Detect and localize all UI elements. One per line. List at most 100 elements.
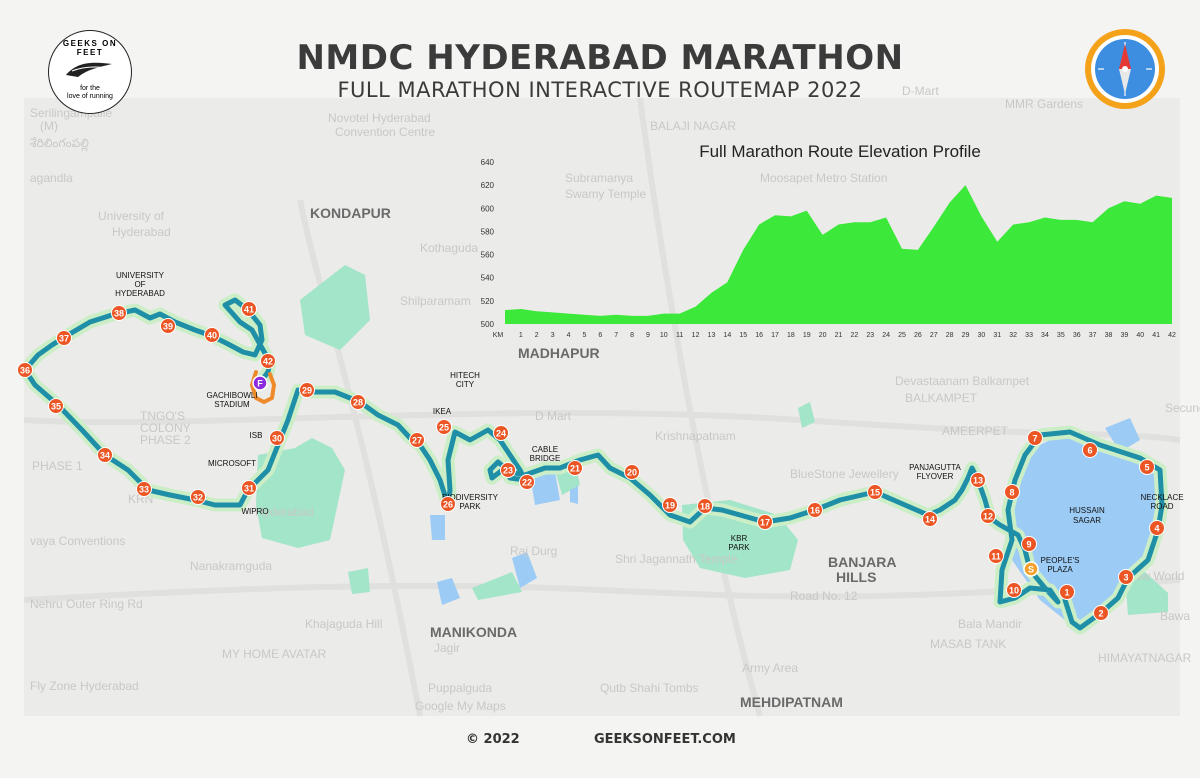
map-label: MY HOME AVATAR (222, 647, 327, 661)
km-marker-14[interactable]: 14 (922, 511, 938, 527)
map-label: BlueStone Jewellery (790, 467, 899, 481)
landmark-line: PLAZA (1047, 565, 1073, 574)
x-tick-label: 33 (1025, 332, 1033, 339)
km-marker-17[interactable]: 17 (757, 514, 773, 530)
map-label: Google My Maps (415, 699, 506, 713)
km-marker-31[interactable]: 31 (241, 480, 257, 496)
km-marker-23[interactable]: 23 (500, 462, 516, 478)
elevation-profile-chart: Full Marathon Route Elevation Profile 50… (481, 142, 1176, 339)
km-marker-18[interactable]: 18 (697, 498, 713, 514)
finish-marker[interactable]: F (252, 375, 268, 391)
km-marker-35[interactable]: 35 (48, 398, 64, 414)
y-tick-label: 560 (481, 251, 495, 260)
map-label: BALAJI NAGAR (650, 119, 736, 133)
chart-x-ticks: 1 2 3 4 5 6 7 8 9 10 11 12 13 14 15 16 17 18 19 20 21 22 23 24 2… (519, 332, 1176, 339)
map-label: vaya Conventions (30, 534, 125, 548)
km-marker-37[interactable]: 37 (56, 330, 72, 346)
km-marker-39[interactable]: 39 (160, 318, 176, 334)
km-marker-24[interactable]: 24 (493, 425, 509, 441)
km-marker-19[interactable]: 19 (662, 497, 678, 513)
x-tick-label: 11 (676, 332, 683, 339)
km-marker-25[interactable]: 25 (436, 419, 452, 435)
map-label: D-Mart (902, 84, 939, 98)
km-marker-10[interactable]: 10 (1006, 582, 1022, 598)
km-marker-22[interactable]: 22 (519, 474, 535, 490)
km-marker-label: 23 (503, 465, 513, 475)
km-marker-20[interactable]: 20 (624, 464, 640, 480)
landmark-line: NECKLACE (1140, 493, 1183, 502)
km-marker-13[interactable]: 13 (970, 472, 986, 488)
km-marker-8[interactable]: 8 (1004, 484, 1020, 500)
km-marker-16[interactable]: 16 (807, 502, 823, 518)
km-marker-38[interactable]: 38 (111, 305, 127, 321)
km-marker-label: 16 (810, 505, 820, 515)
km-marker-41[interactable]: 41 (241, 301, 257, 317)
chart-title: Full Marathon Route Elevation Profile (699, 142, 981, 161)
start-marker[interactable]: S (1023, 561, 1039, 577)
footer-website[interactable]: GEEKSONFEET.COM (594, 732, 736, 747)
km-marker-26[interactable]: 26 (440, 496, 456, 512)
map-label: (M) (40, 119, 58, 133)
km-marker-7[interactable]: 7 (1027, 430, 1043, 446)
area-label-hills: HILLS (836, 569, 876, 585)
x-tick-label: 13 (708, 332, 716, 339)
km-marker-4[interactable]: 4 (1149, 520, 1165, 536)
km-marker-27[interactable]: 27 (409, 432, 425, 448)
x-tick-label: 24 (882, 332, 890, 339)
x-tick-label: 22 (850, 332, 858, 339)
landmark-line: CABLE (532, 445, 558, 454)
km-marker-label: 30 (272, 433, 282, 443)
landmark-line: CITY (456, 380, 475, 389)
km-marker-6[interactable]: 6 (1082, 442, 1098, 458)
km-marker-1[interactable]: 1 (1059, 584, 1075, 600)
km-marker-12[interactable]: 12 (980, 508, 996, 524)
y-tick-label: 600 (481, 204, 495, 213)
km-marker-label: 14 (925, 514, 935, 524)
km-marker-9[interactable]: 9 (1021, 536, 1037, 552)
km-marker-29[interactable]: 29 (299, 382, 315, 398)
x-tick-label: 2 (535, 332, 539, 339)
km-marker-28[interactable]: 28 (350, 394, 366, 410)
km-marker-15[interactable]: 15 (867, 484, 883, 500)
map-label: D Mart (535, 409, 572, 423)
map-label: Bawa (1160, 609, 1190, 623)
km-marker-40[interactable]: 40 (204, 327, 220, 343)
km-marker-32[interactable]: 32 (190, 489, 206, 505)
map-label: Jagir (434, 641, 460, 655)
km-marker-34[interactable]: 34 (97, 447, 113, 463)
geeks-on-feet-logo: GEEKS ON FEET for the love of running (48, 30, 132, 114)
area-label-manikonda: MANIKONDA (430, 624, 517, 640)
km-marker-label: 7 (1032, 433, 1037, 443)
km-marker-30[interactable]: 30 (269, 430, 285, 446)
x-tick-label: 16 (755, 332, 763, 339)
km-marker-label: 25 (439, 422, 449, 432)
km-marker-42[interactable]: 42 (260, 353, 276, 369)
km-marker-33[interactable]: 33 (136, 481, 152, 497)
x-tick-label: 20 (819, 332, 827, 339)
x-tick-label: 28 (946, 332, 954, 339)
landmark-line: FLYOVER (917, 472, 954, 481)
km-marker-36[interactable]: 36 (17, 362, 33, 378)
landmark-kbr-park: KBR PARK (728, 534, 750, 552)
x-tick-label: 31 (993, 332, 1001, 339)
km-marker-21[interactable]: 21 (567, 460, 583, 476)
landmark-biodiversity-park: BIODIVERSITY PARK (442, 493, 499, 511)
km-marker-2[interactable]: 2 (1093, 605, 1109, 621)
map-label: Krishnapatnam (655, 429, 736, 443)
x-tick-label: 30 (978, 332, 986, 339)
map-label: Secunderabad (1165, 401, 1200, 415)
km-marker-11[interactable]: 11 (988, 548, 1004, 564)
x-tick-label: 8 (630, 332, 634, 339)
km-marker-5[interactable]: 5 (1139, 459, 1155, 475)
chart-y-ticks: 500 520 540 560 580 600 620 640 (481, 158, 495, 329)
x-tick-label: 25 (898, 332, 906, 339)
km-marker-3[interactable]: 3 (1118, 569, 1134, 585)
x-tick-label: 36 (1073, 332, 1081, 339)
compass-icon[interactable] (1084, 28, 1166, 110)
landmark-line: BRIDGE (530, 454, 561, 463)
y-tick-label: 640 (481, 158, 495, 167)
km-markers: 1234567891011121314151617181920212223242… (17, 301, 1165, 621)
km-marker-label: 1 (1064, 587, 1069, 597)
km-marker-label: 29 (302, 385, 312, 395)
